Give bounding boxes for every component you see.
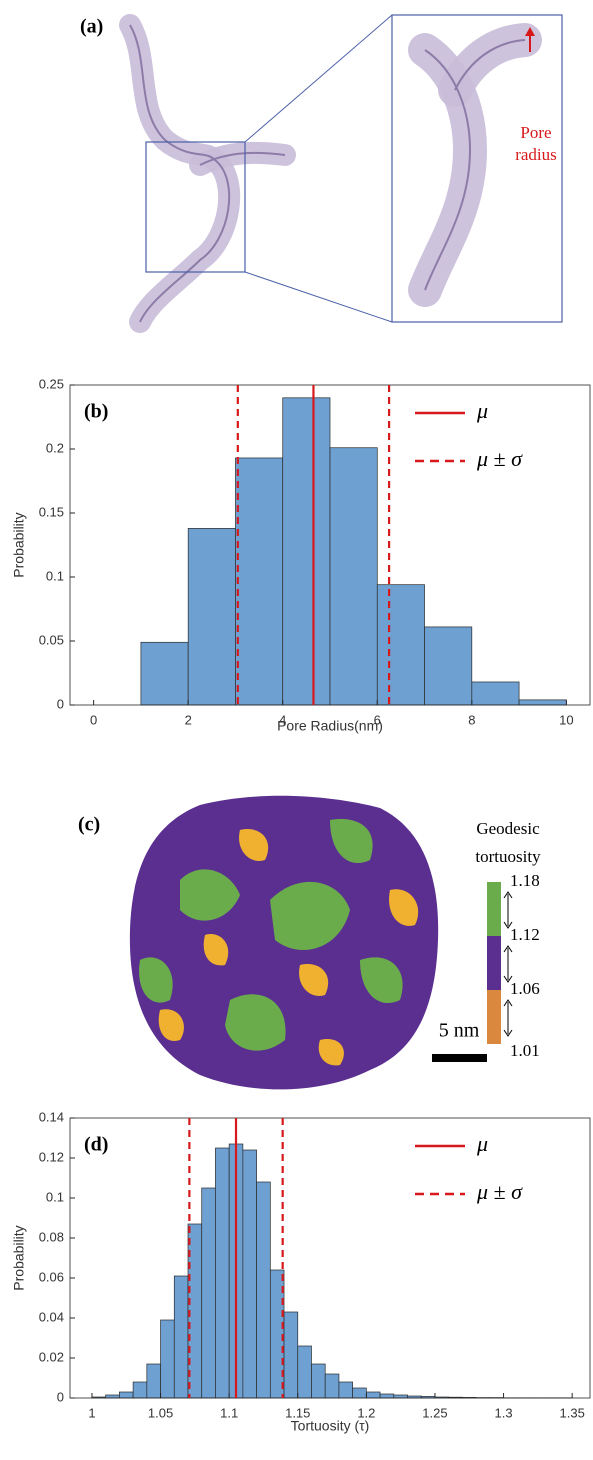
y-tick-label: 0.2 bbox=[46, 440, 64, 455]
bar bbox=[329, 447, 378, 706]
bar bbox=[132, 1381, 148, 1399]
y-tick-label: 0.1 bbox=[46, 1189, 64, 1204]
colorbar-tick-label: 1.06 bbox=[510, 979, 540, 998]
panel-label: (a) bbox=[80, 16, 103, 38]
arrowhead bbox=[503, 891, 513, 929]
colorbar-segment bbox=[487, 936, 501, 990]
arrowhead bbox=[503, 999, 513, 1037]
bar bbox=[471, 681, 520, 706]
x-tick-label: 1.1 bbox=[220, 1405, 238, 1420]
y-tick-label: 0.12 bbox=[39, 1149, 64, 1164]
colorbar-tick-label: 1.18 bbox=[510, 871, 540, 890]
y-tick-label: 0.05 bbox=[39, 632, 64, 647]
colorbar-segment bbox=[487, 882, 501, 936]
panel-label: (c) bbox=[78, 814, 100, 836]
y-tick-label: 0 bbox=[57, 696, 64, 711]
y-tick-label: 0.02 bbox=[39, 1349, 64, 1364]
annotation: Pore bbox=[520, 123, 551, 142]
bar bbox=[376, 584, 425, 706]
y-tick-label: 0.06 bbox=[39, 1269, 64, 1284]
tortuosity-map bbox=[129, 795, 439, 1090]
axes-box bbox=[69, 1117, 591, 1399]
bar bbox=[297, 1345, 312, 1399]
x-tick-label: 4 bbox=[279, 712, 286, 727]
annotation: radius bbox=[515, 145, 557, 164]
bar bbox=[105, 1394, 120, 1399]
bar bbox=[283, 1311, 299, 1399]
y-axis-label: Probability bbox=[11, 1225, 27, 1290]
y-tick-label: 0.14 bbox=[39, 1109, 64, 1124]
x-tick-label: 8 bbox=[468, 712, 475, 727]
x-tick-label: 6 bbox=[374, 712, 381, 727]
x-tick-label: 1.35 bbox=[560, 1405, 585, 1420]
y-tick-label: 0.04 bbox=[39, 1309, 64, 1324]
y-tick-label: 0 bbox=[57, 1389, 64, 1404]
x-tick-label: 1 bbox=[88, 1405, 95, 1420]
legend-label: μ ± σ bbox=[476, 446, 523, 471]
bar bbox=[424, 626, 473, 706]
x-tick-label: 10 bbox=[559, 712, 573, 727]
zoom-region bbox=[145, 141, 246, 273]
x-tick-label: 1.25 bbox=[422, 1405, 447, 1420]
scale-bar-label: 5 nm bbox=[439, 1020, 480, 1042]
zoom-connector bbox=[244, 14, 393, 143]
colorbar-segment bbox=[487, 990, 501, 1044]
bar bbox=[173, 1275, 189, 1399]
x-axis-label: Pore Radius(nm) bbox=[277, 718, 383, 734]
x-tick-label: 0 bbox=[90, 712, 97, 727]
x-tick-label: 1.05 bbox=[148, 1405, 173, 1420]
x-tick-label: 1.2 bbox=[357, 1405, 375, 1420]
bar bbox=[338, 1381, 353, 1399]
y-tick-label: 0.15 bbox=[39, 504, 64, 519]
bar bbox=[187, 528, 236, 706]
bar bbox=[160, 1319, 175, 1399]
x-axis-label: Tortuosity (τ) bbox=[291, 1418, 370, 1434]
bar bbox=[311, 1363, 326, 1399]
radius-arrowhead bbox=[525, 27, 535, 36]
x-tick-label: 1.15 bbox=[285, 1405, 310, 1420]
legend-label: μ ± σ bbox=[476, 1179, 523, 1204]
bar bbox=[242, 1149, 257, 1399]
bar bbox=[393, 1394, 408, 1399]
bar bbox=[256, 1181, 271, 1399]
legend-label: μ bbox=[476, 1131, 488, 1156]
arrowhead bbox=[503, 945, 513, 983]
axes-box bbox=[69, 384, 591, 706]
colorbar-tick-label: 1.12 bbox=[510, 925, 540, 944]
bar bbox=[352, 1387, 367, 1399]
x-tick-label: 2 bbox=[185, 712, 192, 727]
y-axis-label: Probability bbox=[11, 512, 27, 577]
panel-label: (d) bbox=[84, 1134, 108, 1156]
bar bbox=[518, 699, 567, 706]
bar bbox=[140, 641, 189, 706]
bar bbox=[215, 1147, 230, 1399]
bar bbox=[324, 1373, 340, 1399]
pore-zoom bbox=[408, 23, 542, 307]
colorbar-title: Geodesic bbox=[476, 819, 540, 838]
bar bbox=[235, 457, 284, 706]
colorbar: 1.18 1.12 1.06 1.01 bbox=[487, 871, 540, 1060]
bar bbox=[201, 1187, 216, 1399]
colorbar-tick-label: 1.01 bbox=[510, 1041, 540, 1060]
zoom-connector bbox=[244, 271, 393, 323]
bar bbox=[119, 1391, 134, 1399]
bar bbox=[366, 1391, 381, 1399]
x-tick-label: 1.3 bbox=[495, 1405, 513, 1420]
y-tick-label: 0.08 bbox=[39, 1229, 64, 1244]
pore-network bbox=[119, 14, 296, 333]
bar bbox=[146, 1363, 161, 1399]
y-tick-label: 0.25 bbox=[39, 376, 64, 391]
bar bbox=[379, 1393, 395, 1399]
legend-label: μ bbox=[476, 398, 488, 423]
colorbar-title: tortuosity bbox=[475, 847, 541, 866]
scale-bar bbox=[432, 1054, 487, 1062]
bar bbox=[282, 397, 331, 706]
panel-label: (b) bbox=[84, 401, 108, 423]
y-tick-label: 0.1 bbox=[46, 568, 64, 583]
